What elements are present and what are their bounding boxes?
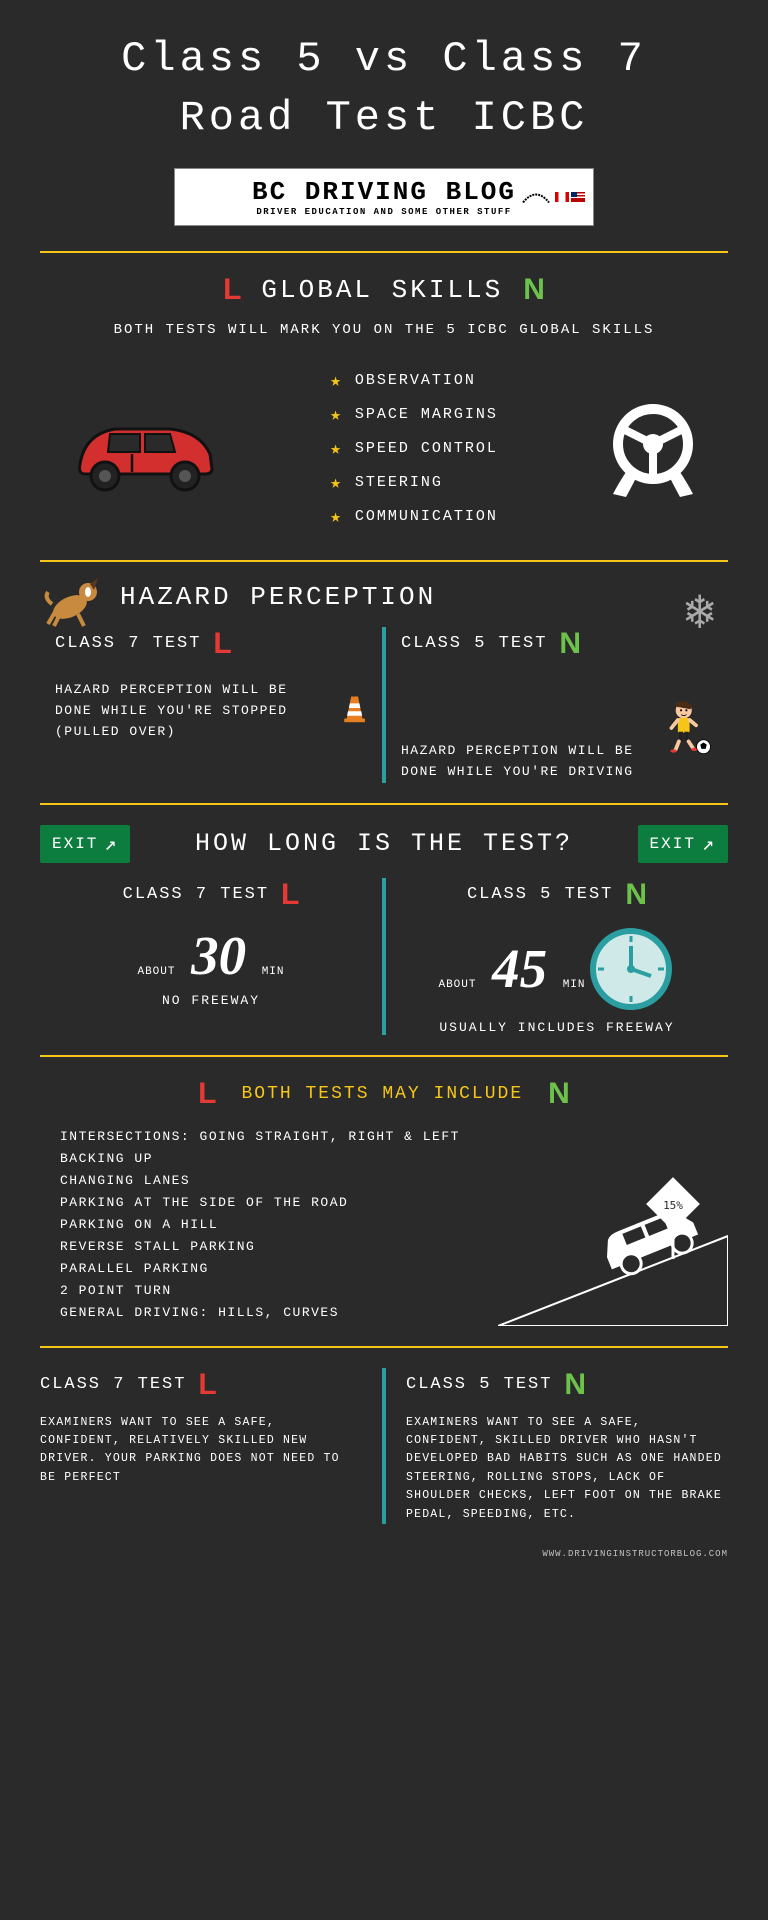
skill-item: ★COMMUNICATION: [330, 506, 498, 528]
class7-hazard-text: HAZARD PERCEPTION WILL BE DONE WHILE YOU…: [55, 680, 332, 742]
clock-icon: [586, 924, 676, 1014]
col-title: CLASS 7 TEST L: [55, 878, 367, 912]
skill-item: ★SPACE MARGINS: [330, 404, 498, 426]
col-title: CLASS 5 TEST N: [401, 627, 713, 661]
canada-flag-icon: [555, 192, 569, 202]
global-skills-header: L GLOBAL SKILLS N: [40, 273, 728, 307]
class5-note: USUALLY INCLUDES FREEWAY: [401, 1020, 713, 1035]
star-icon: ★: [330, 370, 343, 392]
class5-hazard-text: HAZARD PERCEPTION WILL BE DONE WHILE YOU…: [401, 741, 655, 783]
skill-item: ★OBSERVATION: [330, 370, 498, 392]
n-badge-icon: N: [564, 1368, 586, 1402]
l-badge-icon: L: [213, 627, 231, 661]
skill-item: ★SPEED CONTROL: [330, 438, 498, 460]
class5-duration-col: CLASS 5 TEST N ABOUT 45 MIN: [386, 878, 728, 1035]
divider: [40, 560, 728, 562]
star-icon: ★: [330, 472, 343, 494]
duration-number: 45: [492, 937, 547, 1000]
class5-expectations: CLASS 5 TEST N EXAMINERS WANT TO SEE A S…: [386, 1368, 728, 1524]
l-badge-icon: L: [198, 1077, 216, 1111]
skill-item: ★STEERING: [330, 472, 498, 494]
skills-row: ★OBSERVATION ★SPACE MARGINS ★SPEED CONTR…: [40, 358, 728, 540]
duration-header-row: EXIT↗ HOW LONG IS THE TEST? EXIT↗: [40, 825, 728, 863]
class7-note: NO FREEWAY: [55, 993, 367, 1008]
class7-expectations: CLASS 7 TEST L EXAMINERS WANT TO SEE A S…: [40, 1368, 386, 1524]
divider: [40, 1055, 728, 1057]
global-skills-sub: BOTH TESTS WILL MARK YOU ON THE 5 ICBC G…: [40, 322, 728, 338]
svg-text:15%: 15%: [663, 1199, 683, 1212]
l-badge-icon: L: [223, 273, 241, 307]
l-badge-icon: L: [198, 1368, 216, 1402]
examiner-expectations: CLASS 7 TEST L EXAMINERS WANT TO SEE A S…: [40, 1368, 728, 1524]
n-badge-icon: N: [548, 1077, 570, 1111]
red-car-icon: [60, 394, 230, 504]
arrow-icon: ↗: [104, 831, 118, 857]
road-swoosh-icon: [521, 184, 551, 209]
col-title: CLASS 7 TEST L: [55, 627, 367, 661]
section-title: BOTH TESTS MAY INCLUDE: [242, 1084, 524, 1104]
kid-soccer-icon: [665, 673, 713, 783]
class7-hazard-col: CLASS 7 TEST L HAZARD PERCEPTION WILL BE…: [40, 627, 386, 783]
dog-icon: [40, 572, 110, 632]
exit-sign-icon: EXIT↗: [638, 825, 728, 863]
blog-logo: BC DRIVING BLOG DRIVER EDUCATION AND SOM…: [174, 168, 594, 226]
steering-wheel-icon: [598, 394, 708, 504]
section-title: HOW LONG IS THE TEST?: [195, 829, 573, 858]
exit-sign-icon: EXIT↗: [40, 825, 130, 863]
class7-duration-col: CLASS 7 TEST L ABOUT 30 MIN NO FREEWAY: [40, 878, 386, 1035]
star-icon: ★: [330, 506, 343, 528]
hazard-header: HAZARD PERCEPTION ❄: [40, 582, 728, 612]
n-badge-icon: N: [523, 273, 545, 307]
infographic-container: Class 5 vs Class 7Road Test ICBC BC DRIV…: [0, 0, 768, 1589]
car-on-hill-icon: 15%: [498, 1176, 728, 1326]
divider: [40, 251, 728, 253]
include-item: INTERSECTIONS: GOING STRAIGHT, RIGHT & L…: [60, 1126, 728, 1148]
includes-header: L BOTH TESTS MAY INCLUDE N: [40, 1077, 728, 1111]
hazard-columns: CLASS 7 TEST L HAZARD PERCEPTION WILL BE…: [40, 627, 728, 783]
section-title: GLOBAL SKILLS: [261, 275, 503, 305]
class5-expectation-text: EXAMINERS WANT TO SEE A SAFE, CONFIDENT,…: [406, 1414, 728, 1524]
usa-flag-icon: [571, 192, 585, 202]
divider: [40, 803, 728, 805]
duration-number: 30: [191, 924, 246, 987]
n-badge-icon: N: [625, 878, 647, 912]
col-title: CLASS 5 TEST N: [406, 1368, 728, 1402]
includes-content: INTERSECTIONS: GOING STRAIGHT, RIGHT & L…: [40, 1126, 728, 1326]
snowflake-icon: ❄: [685, 582, 718, 644]
col-title: CLASS 5 TEST N: [401, 878, 713, 912]
duration-columns: CLASS 7 TEST L ABOUT 30 MIN NO FREEWAY C…: [40, 878, 728, 1035]
class7-expectation-text: EXAMINERS WANT TO SEE A SAFE, CONFIDENT,…: [40, 1414, 362, 1488]
skills-list: ★OBSERVATION ★SPACE MARGINS ★SPEED CONTR…: [330, 358, 498, 540]
section-title: HAZARD PERCEPTION: [120, 582, 436, 612]
col-title: CLASS 7 TEST L: [40, 1368, 362, 1402]
class5-hazard-col: CLASS 5 TEST N HAZARD PERCEPTION WILL BE…: [386, 627, 728, 783]
traffic-cone-icon: [342, 673, 367, 743]
star-icon: ★: [330, 404, 343, 426]
include-item: BACKING UP: [60, 1148, 728, 1170]
divider: [40, 1346, 728, 1348]
star-icon: ★: [330, 438, 343, 460]
l-badge-icon: L: [281, 878, 299, 912]
main-title: Class 5 vs Class 7Road Test ICBC: [40, 30, 728, 148]
n-badge-icon: N: [559, 627, 581, 661]
footer-url: WWW.DRIVINGINSTRUCTORBLOG.COM: [40, 1549, 728, 1559]
arrow-icon: ↗: [702, 831, 716, 857]
country-flags: [555, 192, 585, 202]
